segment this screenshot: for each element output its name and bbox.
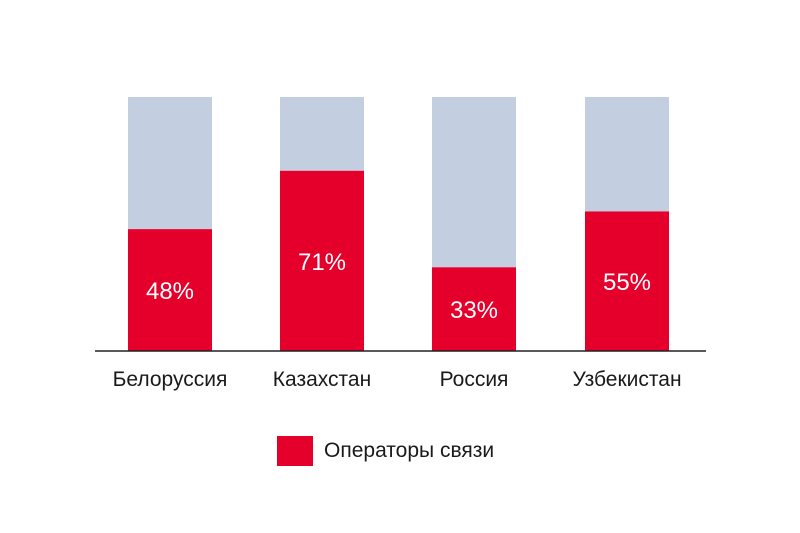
bar-segment-operators	[280, 170, 364, 351]
bar-value-label: 48%	[146, 278, 194, 305]
bar-segment-operators	[432, 267, 516, 351]
x-tick-label: Узбекистан	[572, 368, 681, 391]
bar-segment-operators	[585, 211, 669, 351]
bar-value-label: 33%	[450, 297, 498, 324]
bar-segment-operators	[128, 229, 212, 351]
bar-value-label: 55%	[603, 269, 651, 296]
bar-segment-remainder	[432, 97, 516, 268]
bar-segment-remainder	[280, 97, 364, 171]
bar-value-label: 71%	[298, 249, 346, 276]
x-tick-label: Россия	[440, 368, 509, 391]
bar-segment-remainder	[585, 97, 669, 212]
bar-segment-remainder	[128, 97, 212, 230]
x-tick-label: Казахстан	[273, 368, 371, 391]
legend-label: Операторы связи	[324, 439, 495, 462]
legend: Операторы связи	[277, 436, 494, 466]
legend-swatch	[277, 436, 313, 466]
x-tick-label: Белоруссия	[113, 368, 228, 391]
